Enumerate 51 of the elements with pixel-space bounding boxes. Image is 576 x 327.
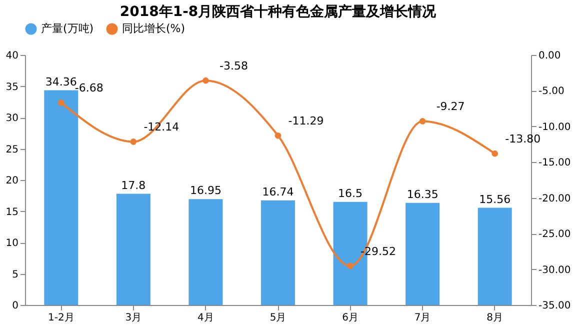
data-label: 34.36 xyxy=(45,75,77,88)
y-tick-label: 20 xyxy=(6,176,18,186)
bar xyxy=(116,194,150,305)
y2-tick-label: -35.00 xyxy=(538,300,571,312)
bar xyxy=(406,202,440,305)
y-tick-label: 30 xyxy=(6,113,18,124)
data-label: -11.29 xyxy=(288,114,324,128)
data-label: 15.56 xyxy=(479,192,511,206)
y2-tick-label: -20.00 xyxy=(538,193,571,204)
y2-tick-label: -25.00 xyxy=(538,229,571,240)
point xyxy=(419,118,426,124)
data-label: 16.74 xyxy=(262,185,294,198)
y-tick-label: 10 xyxy=(6,238,18,249)
point xyxy=(274,132,282,139)
y2-tick-label: 0.00 xyxy=(538,50,561,62)
y-tick-label: 35 xyxy=(6,82,18,93)
x-tick-label: 7月 xyxy=(414,312,431,324)
legend-label: 产量(万吨) xyxy=(41,22,94,35)
y-tick-label: 25 xyxy=(6,144,18,156)
x-tick-label: 1-2月 xyxy=(48,312,74,324)
point xyxy=(202,77,209,84)
x-tick-label: 3月 xyxy=(125,312,142,324)
y-tick-label: 15 xyxy=(6,206,18,218)
legend-label: 同比增长(%) xyxy=(122,22,186,35)
y-tick-label: 0 xyxy=(12,300,18,312)
data-label: -13.80 xyxy=(505,132,541,146)
data-label: 17.8 xyxy=(121,178,146,192)
bar xyxy=(188,199,223,305)
point xyxy=(130,138,137,145)
bar xyxy=(478,208,512,305)
y-tick-label: 40 xyxy=(6,50,18,62)
y2-tick-label: -15.00 xyxy=(538,158,571,169)
y-tick-label: 5 xyxy=(12,269,18,280)
point xyxy=(492,150,498,157)
data-label: -3.58 xyxy=(219,60,248,73)
chart-title: 2018年1-8月陕西省十种有色金属产量及增长情况 xyxy=(120,3,438,20)
data-label: 16.5 xyxy=(338,186,363,200)
data-label: -9.27 xyxy=(436,100,465,114)
point xyxy=(58,100,64,106)
y2-tick-label: -5.00 xyxy=(538,86,564,98)
x-tick-label: 6月 xyxy=(342,312,358,324)
y2-tick-label: -30.00 xyxy=(538,264,571,276)
point xyxy=(347,262,354,270)
bar xyxy=(261,200,295,305)
data-label: 16.35 xyxy=(406,188,438,201)
data-label: 16.95 xyxy=(190,184,222,198)
x-tick-label: 5月 xyxy=(270,312,286,324)
x-tick-label: 4月 xyxy=(198,312,214,324)
x-tick-label: 8月 xyxy=(486,312,504,324)
y2-tick-label: -10.00 xyxy=(538,122,571,133)
bar xyxy=(44,90,78,305)
